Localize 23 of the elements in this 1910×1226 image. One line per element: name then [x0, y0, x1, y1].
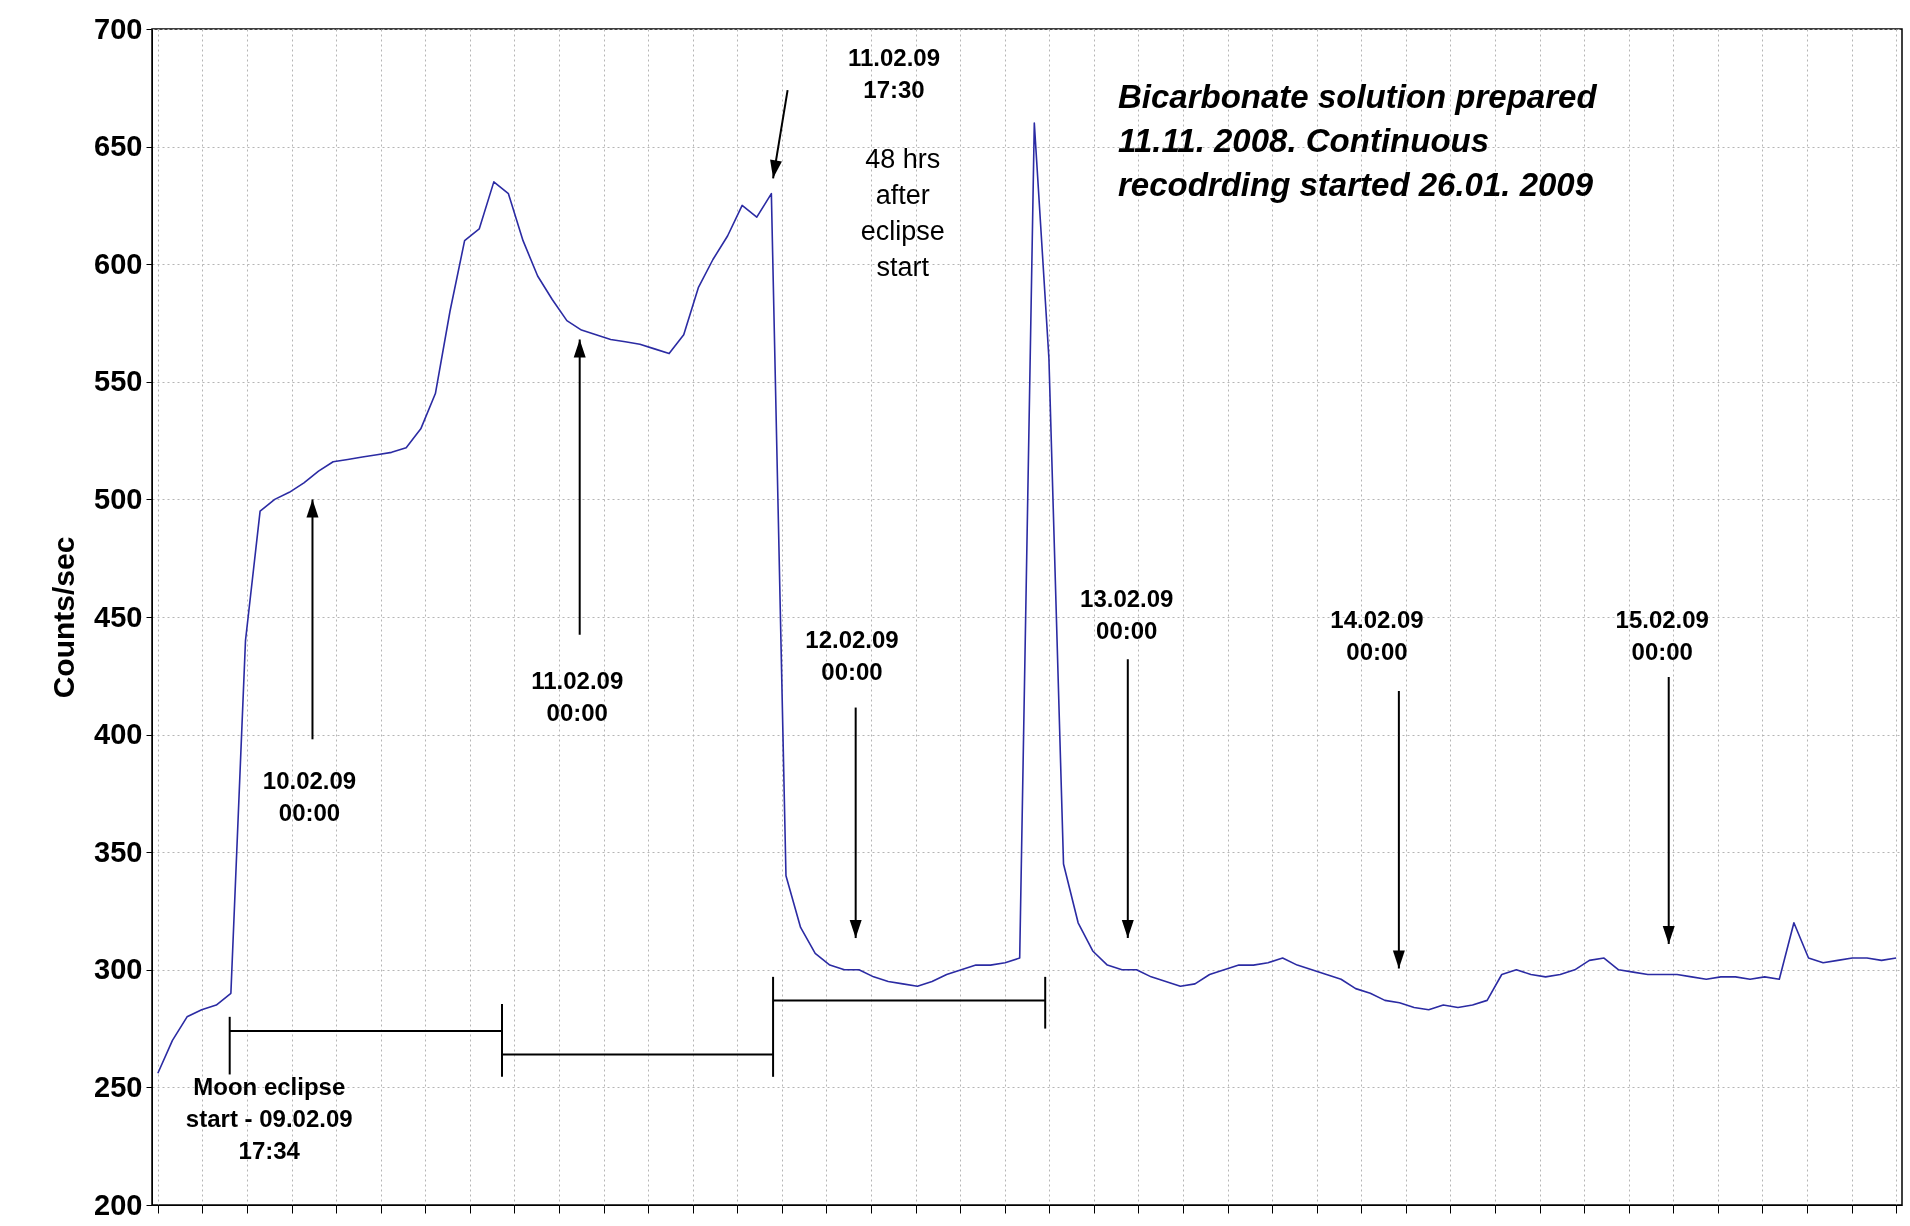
y-tick-label: 300 [94, 953, 143, 986]
y-tick-label: 400 [94, 718, 143, 751]
annotation: Bicarbonate solution prepared 11.11. 2008. Continuous recodrding started 26.01. 2009 [1118, 77, 1598, 203]
y-tick-label: 350 [94, 835, 143, 868]
y-tick-label: 450 [94, 600, 143, 633]
annotation: Moon eclipse start - 09.02.09 17:34 [185, 1072, 353, 1164]
annotation: 11.02.09 00:00 [531, 666, 624, 726]
y-axis-title: Counts/sec [47, 536, 81, 699]
annotation: 14.02.09 00:00 [1330, 605, 1424, 665]
annotation: 15.02.09 00:00 [1615, 605, 1709, 665]
y-tick-label: 550 [94, 365, 143, 398]
annotation: 13.02.09 00:00 [1080, 584, 1174, 644]
annotation: 12.02.09 00:00 [805, 625, 899, 685]
y-tick-label: 250 [94, 1070, 143, 1103]
y-tick-label: 500 [94, 482, 143, 515]
y-tick-label: 200 [94, 1188, 143, 1221]
annotation: 11.02.09 17:30 [847, 43, 941, 103]
y-tick-label: 650 [94, 130, 143, 163]
annotation: 48 hrs after eclipse start [860, 143, 945, 282]
annotation: 10.02.09 00:00 [262, 766, 357, 826]
line-series [157, 122, 1897, 1075]
y-tick-label: 600 [94, 247, 143, 280]
y-tick-label: 700 [94, 12, 143, 45]
